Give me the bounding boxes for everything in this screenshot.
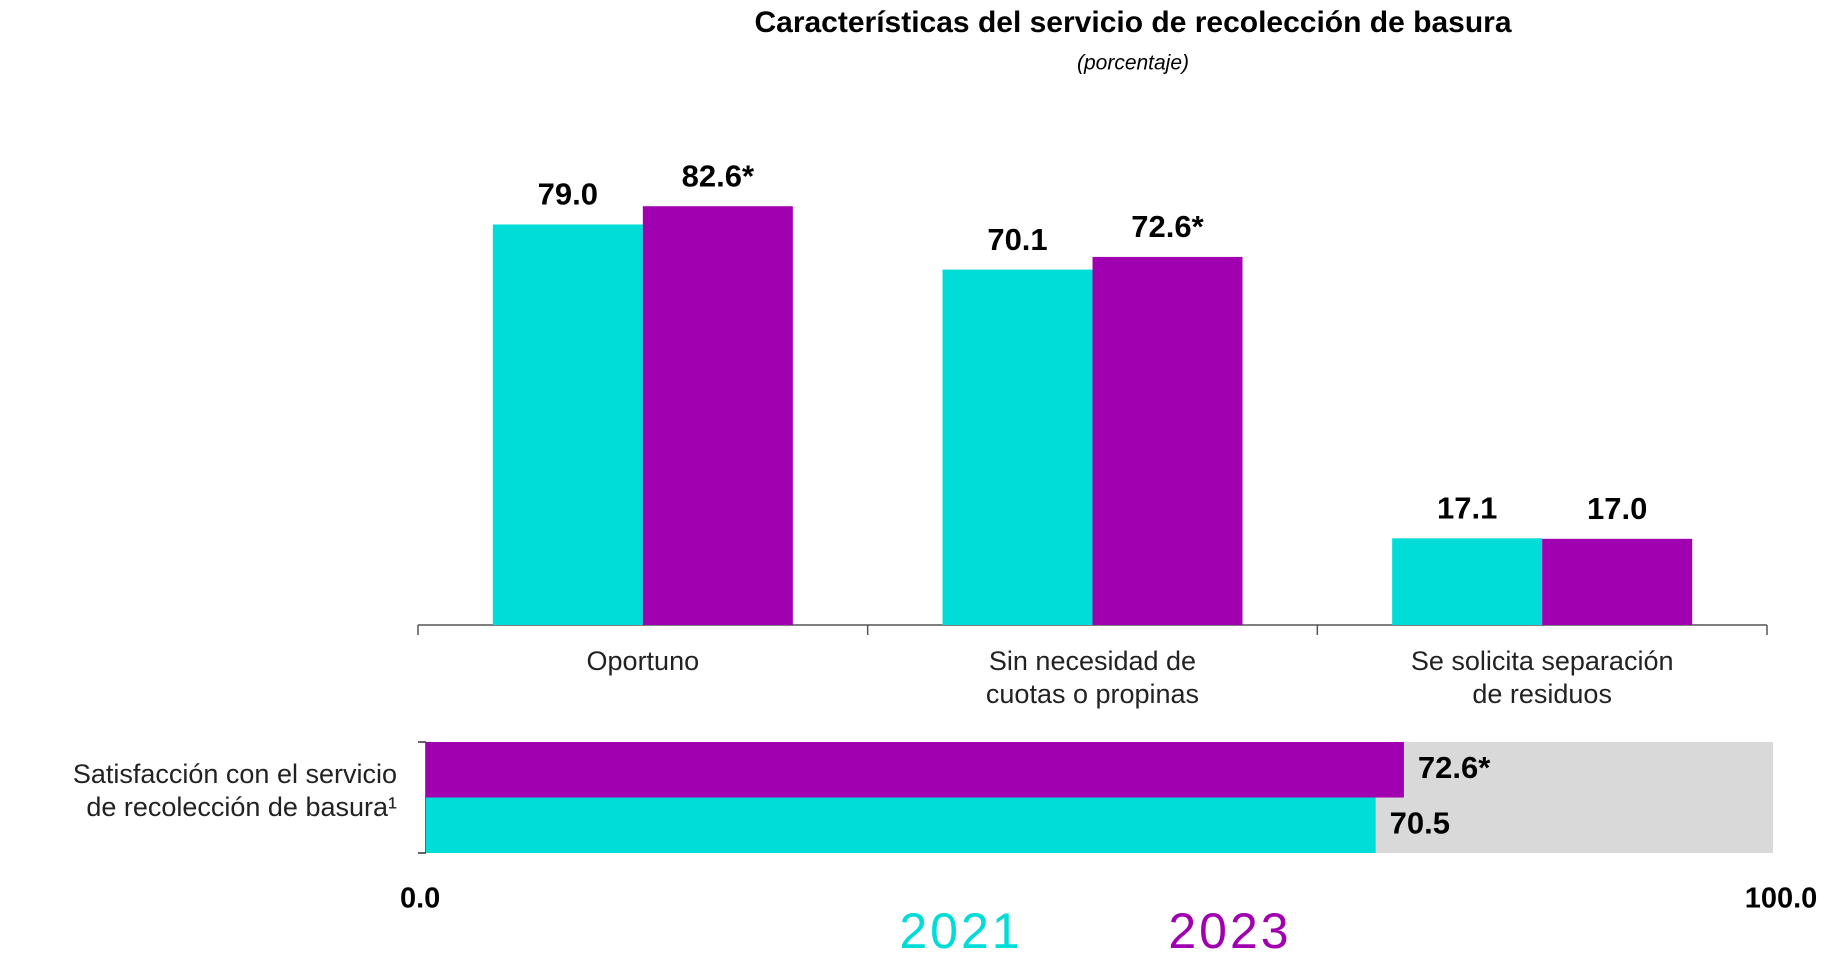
value-label: 17.0	[1587, 491, 1647, 526]
value-label: 79.0	[538, 177, 598, 212]
x-tick-label: 100.0	[1745, 883, 1818, 915]
chart-subtitle: (porcentaje)	[1077, 52, 1189, 75]
value-label: 72.6*	[1418, 750, 1491, 785]
value-label: 82.6*	[682, 158, 755, 193]
value-label: 72.6*	[1131, 209, 1204, 244]
bar	[642, 206, 793, 625]
value-label: 17.1	[1437, 490, 1497, 525]
x-tick-label: Oportuno	[586, 646, 700, 676]
bar	[492, 224, 643, 625]
bar	[426, 797, 1376, 853]
bar	[426, 742, 1404, 798]
bar	[1542, 538, 1693, 625]
bar	[1092, 256, 1243, 625]
x-tick-label: Sin necesidad de cuotas o propinas	[985, 646, 1200, 709]
x-tick-label: 0.0	[400, 883, 440, 915]
legend-label: 2021	[899, 903, 1022, 957]
legend-label: 2023	[1168, 903, 1291, 957]
bar	[942, 269, 1093, 625]
value-label: 70.5	[1390, 805, 1450, 840]
chart-title: Características del servicio de recolecc…	[754, 6, 1511, 39]
value-label: 70.1	[987, 222, 1047, 257]
y-tick-label: Satisfacción con el servicio de recolecc…	[72, 759, 397, 822]
bar	[1392, 538, 1543, 625]
x-tick-label: Se solicita separación de residuos	[1410, 646, 1674, 709]
